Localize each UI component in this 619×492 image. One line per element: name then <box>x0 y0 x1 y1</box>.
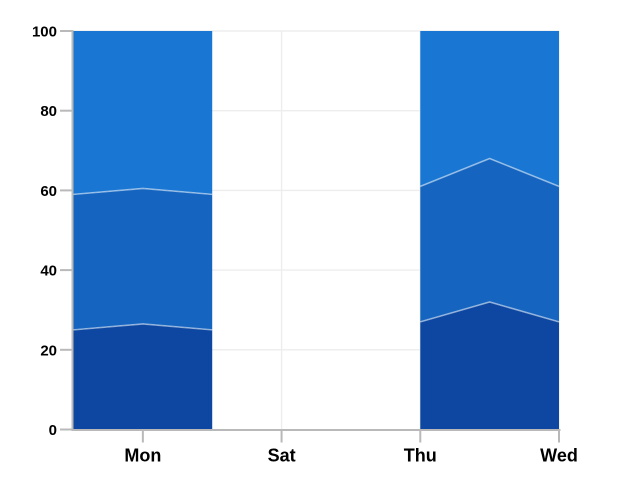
series-boundary-series-2-middle <box>419 157 560 188</box>
series-boundary-series-1-bottom <box>73 323 213 331</box>
area-segment-series-1-bottom <box>73 323 213 430</box>
x-tick-label: Sat <box>268 446 296 466</box>
y-tick-label: 0 <box>49 422 57 439</box>
area-segment-series-3-top <box>420 31 559 187</box>
area-segment-series-1-bottom <box>420 301 559 430</box>
x-tick-label: Thu <box>404 446 437 466</box>
area-segment-series-2-middle <box>420 158 559 322</box>
y-tick-label: 60 <box>40 183 57 200</box>
series-boundary-series-2-middle <box>73 187 213 196</box>
x-tick-label: Mon <box>124 446 161 466</box>
area-segment-series-2-middle <box>73 188 213 330</box>
x-tick-label: Wed <box>540 446 578 466</box>
y-tick-label: 40 <box>40 263 57 280</box>
area-segment-series-3-top <box>73 31 213 195</box>
y-tick-label: 100 <box>32 24 57 41</box>
series-boundary-series-1-bottom <box>420 301 560 323</box>
y-tick-label: 80 <box>40 103 57 120</box>
y-tick-label: 20 <box>40 342 57 359</box>
